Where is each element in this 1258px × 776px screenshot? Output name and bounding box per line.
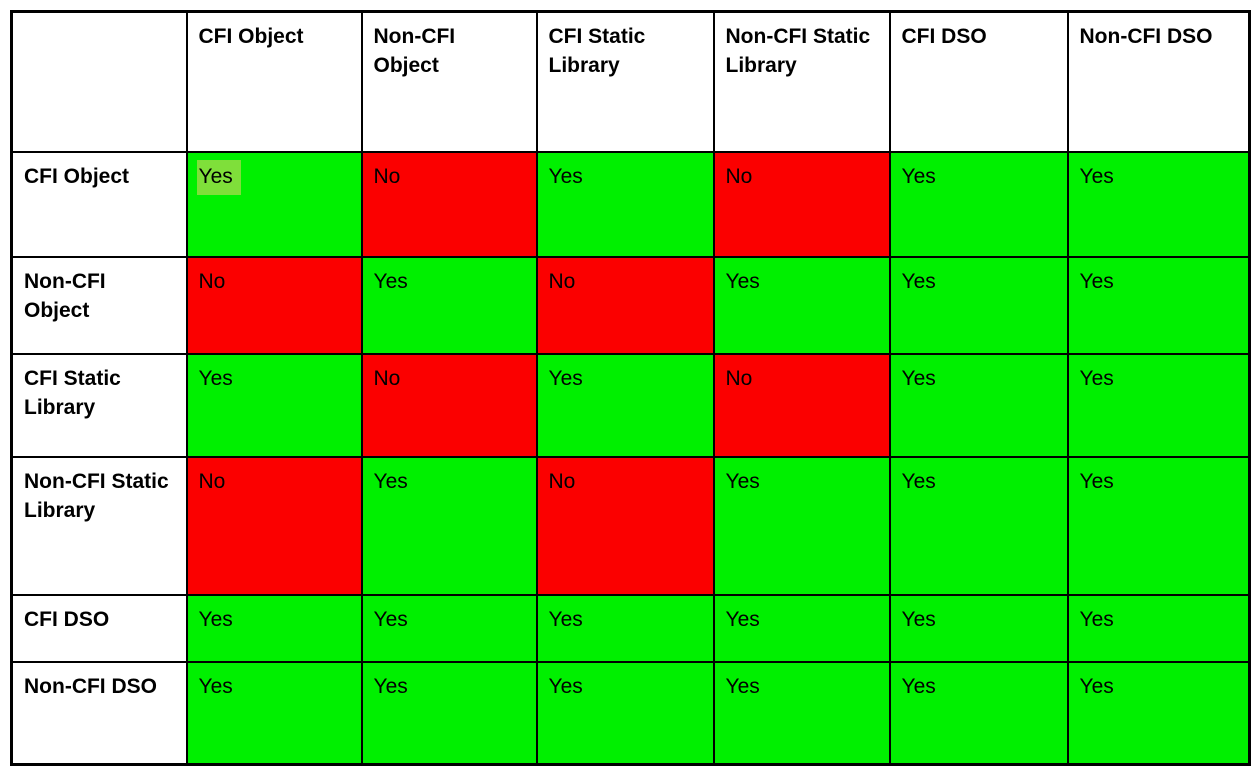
table-cell: Yes	[712, 660, 891, 766]
table-cell: Yes	[888, 150, 1069, 258]
cell-value: Yes	[198, 674, 233, 698]
table-cell: Yes	[535, 660, 715, 766]
table-cell: Yes	[888, 255, 1069, 355]
cell-value: Yes	[901, 164, 936, 188]
cell-value: Yes	[373, 269, 408, 293]
cell-value: Yes	[901, 674, 936, 698]
cell-value: Yes	[1079, 164, 1114, 188]
table-cell: Yes	[1066, 255, 1251, 355]
cell-value: No	[198, 269, 226, 293]
column-header: Non-CFI Object	[360, 10, 538, 153]
corner-cell	[10, 10, 188, 153]
cell-value: Yes	[725, 469, 760, 493]
cell-value: No	[548, 469, 576, 493]
cell-value: Yes	[196, 159, 241, 195]
table-row: Non-CFI Object No Yes No Yes Yes Yes	[10, 255, 1251, 355]
row-header: Non-CFI Static Library	[10, 455, 188, 596]
table-cell: No	[360, 352, 538, 458]
cell-value: No	[548, 269, 576, 293]
table-cell: Yes	[888, 660, 1069, 766]
cell-value: Yes	[1079, 607, 1114, 631]
column-header: Non-CFI DSO	[1066, 10, 1251, 153]
table-row: CFI Static Library Yes No Yes No Yes Yes	[10, 352, 1251, 458]
table-cell: Yes	[1066, 150, 1251, 258]
table-cell: Yes	[185, 660, 363, 766]
table-cell: Yes	[185, 150, 363, 258]
table-cell: No	[360, 150, 538, 258]
table-cell: Yes	[712, 593, 891, 663]
table-cell: Yes	[888, 352, 1069, 458]
row-header: Non-CFI DSO	[10, 660, 188, 766]
column-header: Non-CFI Static Library	[712, 10, 891, 153]
table-body: CFI Object Yes No Yes No Yes Yes Non-CFI Object…	[10, 150, 1251, 766]
cell-value: Yes	[901, 366, 936, 390]
column-header: CFI Object	[185, 10, 363, 153]
table-cell: Yes	[535, 593, 715, 663]
table-cell: Yes	[535, 352, 715, 458]
row-header: CFI DSO	[10, 593, 188, 663]
table-cell: Yes	[185, 352, 363, 458]
cell-value: Yes	[725, 674, 760, 698]
table-cell: Yes	[1066, 660, 1251, 766]
row-header: CFI Static Library	[10, 352, 188, 458]
cell-value: Yes	[373, 607, 408, 631]
table-cell: Yes	[1066, 455, 1251, 596]
table-cell: Yes	[185, 593, 363, 663]
cell-value: Yes	[725, 269, 760, 293]
table-cell: Yes	[1066, 352, 1251, 458]
row-header: Non-CFI Object	[10, 255, 188, 355]
row-header: CFI Object	[10, 150, 188, 258]
table-cell: No	[712, 150, 891, 258]
table-cell: Yes	[888, 593, 1069, 663]
table-cell: Yes	[712, 455, 891, 596]
table-header-row: CFI Object Non-CFI Object CFI Static Libra…	[10, 10, 1251, 153]
cell-value: Yes	[901, 469, 936, 493]
cell-value: Yes	[1079, 269, 1114, 293]
table-cell: No	[185, 455, 363, 596]
cell-value: No	[198, 469, 226, 493]
table-cell: No	[535, 455, 715, 596]
table-row: Non-CFI DSO Yes Yes Yes Yes Yes Yes	[10, 660, 1251, 766]
table-row: CFI Object Yes No Yes No Yes Yes	[10, 150, 1251, 258]
cell-value: Yes	[198, 607, 233, 631]
cell-value: Yes	[548, 366, 583, 390]
cell-value: No	[373, 366, 401, 390]
cell-value: No	[725, 366, 753, 390]
cell-value: Yes	[373, 674, 408, 698]
cell-value: Yes	[548, 164, 583, 188]
table-cell: Yes	[888, 455, 1069, 596]
table-row: CFI DSO Yes Yes Yes Yes Yes Yes	[10, 593, 1251, 663]
cell-value: Yes	[1079, 366, 1114, 390]
cell-value: Yes	[901, 607, 936, 631]
table-cell: No	[712, 352, 891, 458]
cell-value: Yes	[198, 366, 233, 390]
cell-value: Yes	[548, 674, 583, 698]
table-cell: Yes	[360, 593, 538, 663]
table-cell: Yes	[1066, 593, 1251, 663]
cell-value: Yes	[548, 607, 583, 631]
table-row: Non-CFI Static Library No Yes No Yes Yes Yes	[10, 455, 1251, 596]
column-header: CFI Static Library	[535, 10, 715, 153]
cell-value: Yes	[901, 269, 936, 293]
column-header: CFI DSO	[888, 10, 1069, 153]
cell-value: Yes	[725, 607, 760, 631]
table-cell: No	[185, 255, 363, 355]
table-cell: Yes	[360, 455, 538, 596]
table-cell: Yes	[535, 150, 715, 258]
cell-value: Yes	[373, 469, 408, 493]
table-head: CFI Object Non-CFI Object CFI Static Libra…	[10, 10, 1251, 153]
cfi-compatibility-table: CFI Object Non-CFI Object CFI Static Libra…	[10, 10, 1251, 766]
table-cell: Yes	[360, 660, 538, 766]
cell-value: Yes	[1079, 469, 1114, 493]
cell-value: No	[725, 164, 753, 188]
table-cell: Yes	[360, 255, 538, 355]
table-cell: No	[535, 255, 715, 355]
cell-value: No	[373, 164, 401, 188]
table-cell: Yes	[712, 255, 891, 355]
cell-value: Yes	[1079, 674, 1114, 698]
